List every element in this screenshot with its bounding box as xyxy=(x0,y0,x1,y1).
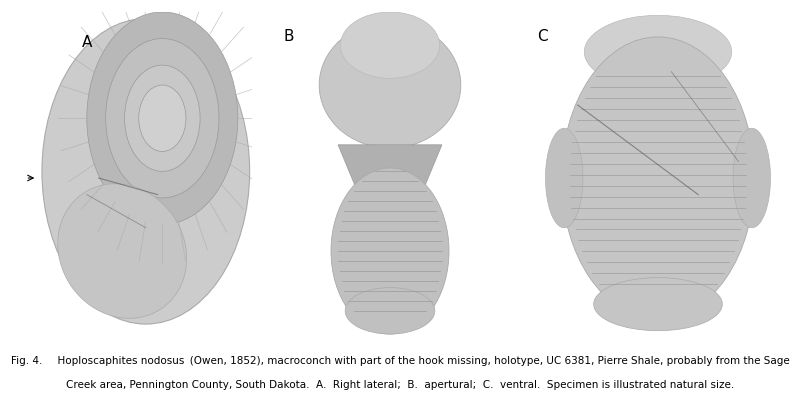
Ellipse shape xyxy=(345,288,435,334)
Ellipse shape xyxy=(42,19,250,324)
Ellipse shape xyxy=(331,168,449,334)
Ellipse shape xyxy=(125,65,200,171)
Text: Fig. 4.     Hoploscaphites nodosus  (Owen, 1852), macroconch with part of the ho: Fig. 4. Hoploscaphites nodosus (Owen, 18… xyxy=(10,356,790,366)
Ellipse shape xyxy=(106,38,219,198)
Text: B: B xyxy=(284,29,294,44)
Ellipse shape xyxy=(58,184,186,318)
Ellipse shape xyxy=(138,85,186,152)
Ellipse shape xyxy=(546,128,583,228)
Ellipse shape xyxy=(319,22,461,148)
Ellipse shape xyxy=(341,12,439,78)
Text: A: A xyxy=(82,35,93,50)
Text: C: C xyxy=(538,29,548,44)
Text: Creek area, Pennington County, South Dakota.  A.  Right lateral;  B.  apertural;: Creek area, Pennington County, South Dak… xyxy=(66,380,734,390)
Ellipse shape xyxy=(562,37,754,319)
Ellipse shape xyxy=(584,15,732,88)
Ellipse shape xyxy=(86,12,238,224)
Polygon shape xyxy=(338,145,442,185)
Ellipse shape xyxy=(733,128,770,228)
Ellipse shape xyxy=(594,278,722,331)
